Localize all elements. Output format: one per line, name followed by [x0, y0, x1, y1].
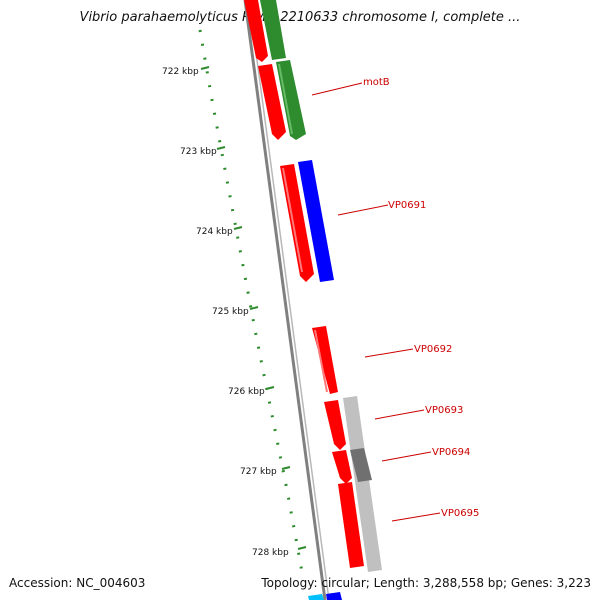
gene-label-motb[interactable]: motB [363, 77, 390, 88]
gene-label-vp0691[interactable]: VP0691 [388, 200, 426, 211]
feature-blue-bottom [326, 592, 342, 600]
backbone-line [243, 0, 327, 600]
gene-red-5[interactable] [332, 450, 352, 484]
tick-727 [281, 466, 291, 470]
tick-label-725: 725 kbp [212, 307, 249, 317]
feature-gray-dark[interactable] [350, 448, 372, 482]
gene-label-vp0695[interactable]: VP0695 [441, 508, 479, 519]
tick-728 [297, 546, 307, 550]
gene-red-4[interactable] [324, 400, 346, 450]
label-leader-vp0694 [381, 451, 432, 462]
tick-722 [200, 66, 210, 70]
accession-text: Accession: NC_004603 [9, 576, 146, 590]
gene-label-vp0694[interactable]: VP0694 [432, 447, 470, 458]
tick-label-723: 723 kbp [180, 147, 217, 157]
gene-label-vp0693[interactable]: VP0693 [425, 405, 463, 416]
topology-summary: Topology: circular; Length: 3,288,558 bp… [261, 576, 591, 590]
gene-label-vp0692[interactable]: VP0692 [414, 344, 452, 355]
tick-725 [249, 306, 259, 310]
gene-red-top[interactable] [244, 0, 268, 62]
label-leader-vp0692 [364, 348, 414, 358]
label-leader-vp0691 [337, 204, 389, 216]
tick-label-728: 728 kbp [252, 548, 289, 558]
feature-cyan-bottom [308, 594, 324, 600]
tick-724 [233, 226, 243, 230]
feature-blue[interactable] [298, 160, 334, 282]
tick-label-724: 724 kbp [196, 227, 233, 237]
tick-726 [265, 386, 275, 390]
label-leader-motb [311, 82, 363, 96]
label-leader-vp0693 [374, 409, 425, 420]
tick-label-722: 722 kbp [162, 67, 199, 77]
gene-green-highlight [278, 63, 293, 135]
title: Vibrio parahaemolyticus RIMD 2210633 chr… [79, 10, 521, 25]
backbone-line-inner [248, 0, 330, 600]
gene-red-highlight-2 [282, 167, 303, 273]
tick-label-726: 726 kbp [228, 387, 265, 397]
tick-label-727: 727 kbp [240, 467, 277, 477]
gene-green-top[interactable] [260, 0, 286, 60]
label-leader-vp0695 [391, 512, 441, 522]
tick-723 [216, 146, 226, 150]
gene-green-motb[interactable] [276, 60, 306, 140]
gene-red-highlight-3 [314, 329, 328, 393]
feature-gray[interactable] [343, 396, 382, 572]
gene-red-1[interactable] [258, 64, 286, 140]
gene-red-6[interactable] [338, 482, 364, 568]
